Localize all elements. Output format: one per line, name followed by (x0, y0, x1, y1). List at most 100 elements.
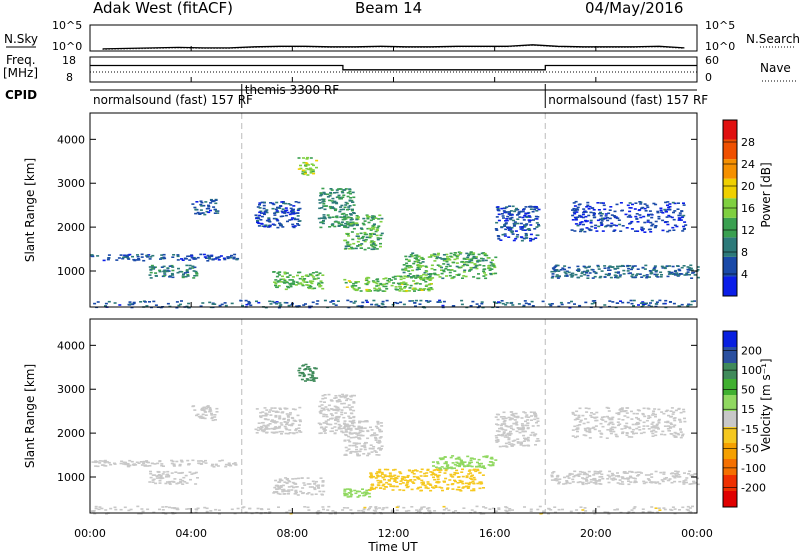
echo-cell (590, 207, 594, 209)
echo-cell (426, 301, 430, 303)
echo-cell (315, 485, 319, 487)
echo-cell (583, 273, 587, 276)
echo-cell (518, 216, 522, 218)
echo-cell (297, 168, 301, 170)
echo-cell (665, 216, 669, 218)
echo-cell (536, 438, 540, 440)
power-ylabel: Slant Range [km] (23, 158, 37, 262)
echo-cell (642, 302, 646, 304)
echo-cell (204, 414, 208, 416)
echo-cell (318, 207, 322, 210)
echo-cell (635, 412, 639, 415)
echo-cell (462, 507, 466, 509)
echo-cell (572, 475, 576, 478)
echo-cell (393, 479, 397, 481)
echo-cell (201, 408, 205, 410)
echo-cell (607, 513, 611, 515)
echo-cell (414, 469, 418, 471)
echo-cell (343, 490, 347, 492)
echo-cell (370, 217, 374, 219)
echo-cell (455, 461, 459, 464)
echo-cell (671, 226, 675, 229)
echo-cell (600, 473, 604, 476)
echo-cell (467, 482, 471, 485)
echo-cell (346, 233, 350, 235)
echo-cell (433, 273, 437, 276)
echo-cell (528, 229, 532, 231)
echo-cell (612, 477, 616, 479)
echo-cell (206, 254, 210, 257)
echo-cell (318, 285, 322, 288)
echo-cell (347, 427, 350, 429)
echo-cell (296, 218, 300, 221)
echo-cell (469, 461, 473, 464)
echo-cell (374, 244, 378, 247)
echo-cell (304, 164, 307, 167)
echo-cell (402, 506, 406, 509)
echo-cell (659, 209, 663, 212)
echo-cell (324, 426, 328, 428)
echo-cell (271, 202, 275, 205)
echo-cell (652, 269, 656, 271)
echo-cell (318, 202, 322, 204)
echo-cell (293, 493, 297, 495)
echo-cell (351, 424, 355, 427)
echo-cell (343, 420, 347, 422)
echo-cell (152, 300, 156, 303)
echo-cell (533, 418, 537, 421)
echo-cell (364, 238, 368, 241)
echo-cell (401, 269, 405, 271)
echo-cell (556, 474, 560, 477)
echo-cell (497, 209, 501, 212)
echo-cell (648, 228, 652, 231)
echo-cell (478, 464, 482, 467)
echo-cell (404, 267, 408, 270)
echo-cell (369, 447, 373, 450)
echo-cell (165, 474, 169, 476)
echo-cell (572, 211, 576, 213)
echo-cell (256, 429, 260, 432)
echo-cell (585, 479, 588, 481)
echo-cell (245, 303, 249, 306)
echo-cell (412, 280, 416, 282)
echo-cell (357, 305, 361, 307)
echo-cell (143, 301, 147, 303)
echo-cell (509, 214, 513, 216)
echo-cell (411, 288, 415, 291)
echo-cell (383, 474, 387, 476)
echo-cell (563, 271, 567, 273)
echo-cell (175, 306, 179, 309)
echo-cell (637, 474, 641, 476)
echo-cell (467, 485, 471, 488)
echo-cell (646, 407, 650, 410)
echo-cell (456, 482, 460, 484)
echo-cell (318, 284, 321, 286)
echo-cell (260, 215, 264, 218)
echo-cell (248, 302, 252, 304)
echo-cell (363, 506, 367, 509)
echo-cell (529, 233, 533, 236)
echo-cell (163, 269, 167, 272)
echo-cell (536, 424, 540, 427)
echo-cell (601, 230, 605, 232)
echo-cell (410, 506, 414, 508)
echo-cell (280, 201, 284, 203)
echo-cell (306, 366, 310, 368)
echo-cell (500, 226, 504, 228)
echo-cell (338, 210, 342, 213)
echo-cell (417, 486, 421, 489)
echo-cell (415, 260, 419, 263)
echo-cell (160, 254, 164, 256)
echo-cell (273, 420, 277, 422)
echo-cell (674, 475, 678, 478)
echo-cell (301, 169, 305, 172)
echo-cell (202, 406, 206, 409)
echo-cell (654, 220, 658, 223)
echo-cell (595, 472, 599, 475)
echo-cell (536, 417, 540, 420)
echo-cell (292, 211, 296, 213)
echo-cell (666, 420, 670, 423)
echo-cell (616, 272, 620, 274)
echo-cell (154, 272, 158, 274)
